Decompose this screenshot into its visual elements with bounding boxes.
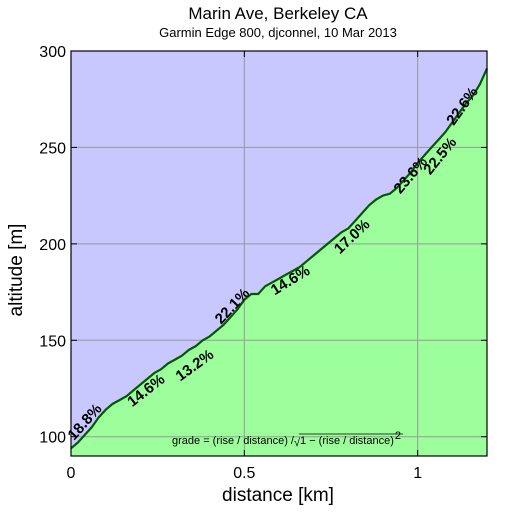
y-tick-label: 300 bbox=[39, 44, 66, 61]
y-axis-label: altitude [m] bbox=[6, 224, 27, 317]
grade-formula-inner: 1 − (rise / distance) bbox=[300, 435, 394, 447]
x-tick-label: 0.5 bbox=[233, 465, 255, 482]
x-tick-label: 1 bbox=[413, 465, 422, 482]
y-tick-label: 250 bbox=[39, 140, 66, 157]
y-tick-label: 100 bbox=[39, 430, 66, 447]
y-tick-label: 150 bbox=[39, 333, 66, 350]
x-tick-label: 0 bbox=[67, 465, 76, 482]
grade-formula-exponent: 2 bbox=[395, 430, 401, 442]
altitude-line bbox=[70, 67, 489, 450]
plot-frame bbox=[70, 50, 488, 457]
plot-area: 0 0.5 110015020025030018.8%14.6%13.2%22.1%… bbox=[39, 44, 489, 482]
terrain-area-fill bbox=[71, 68, 487, 457]
grade-formula-prefix: grade = (rise / distance) / bbox=[172, 435, 295, 447]
x-axis-label: distance [km] bbox=[222, 485, 334, 506]
chart-title: Marin Ave, Berkeley CA bbox=[188, 4, 368, 23]
y-tick-label: 200 bbox=[39, 237, 66, 254]
chart-subtitle: Garmin Edge 800, djconnel, 10 Mar 2013 bbox=[159, 25, 397, 40]
grade-formula-radical: √ bbox=[294, 437, 301, 449]
